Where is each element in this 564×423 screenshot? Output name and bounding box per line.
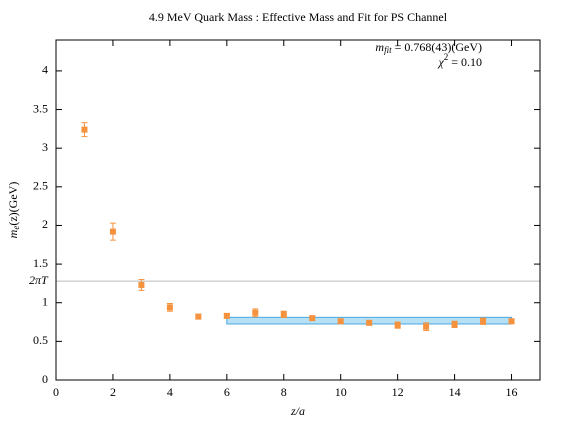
y-tick-label: 2: [42, 217, 48, 231]
data-point: [252, 309, 259, 316]
y-label-symbol: m: [6, 229, 20, 238]
data-point: [280, 311, 287, 318]
data-point: [81, 126, 88, 133]
x-tick-label: 0: [53, 385, 59, 399]
y-tick-label: 1.5: [33, 256, 48, 270]
y-tick-label: 4: [42, 63, 48, 77]
fit-subscript: fit: [384, 45, 392, 55]
data-point: [109, 228, 116, 235]
data-point: [366, 319, 373, 326]
data-point: [451, 321, 458, 328]
data-point: [223, 312, 230, 319]
y-tick-label: 1: [42, 294, 48, 308]
y-tick-label: 0: [42, 372, 48, 386]
data-point: [423, 323, 430, 330]
y-label-subscript: e: [11, 226, 21, 230]
y-label-rest: (z)(GeV): [6, 182, 20, 226]
chart-title: 4.9 MeV Quark Mass : Effective Mass and …: [149, 10, 448, 24]
chi2-text: = 0.10: [451, 55, 482, 69]
fit-symbol: m: [375, 40, 384, 54]
x-tick-label: 2: [110, 385, 116, 399]
y-tick-label: 3.5: [33, 101, 48, 115]
chi2-annotation: χ2 = 0.10: [437, 52, 482, 69]
y-tick-label: 2.5: [33, 179, 48, 193]
x-tick-label: 10: [335, 385, 347, 399]
data-point: [195, 313, 202, 320]
data-point: [394, 322, 401, 329]
chi2-symbol: χ: [437, 55, 444, 69]
fit-text: = 0.768(43)(GeV): [395, 40, 482, 54]
reference-label: 2πT: [29, 273, 49, 287]
x-tick-label: 6: [224, 385, 230, 399]
data-point: [337, 318, 344, 325]
x-tick-label: 8: [281, 385, 287, 399]
x-axis-label: z/a: [290, 404, 305, 418]
y-tick-label: 3: [42, 140, 48, 154]
data-point: [166, 304, 173, 311]
x-tick-label: 12: [392, 385, 404, 399]
data-point: [508, 318, 515, 325]
fit-annotation: mfit = 0.768(43)(GeV): [375, 40, 482, 55]
data-point: [138, 281, 145, 288]
data-point: [309, 315, 316, 322]
x-tick-label: 4: [167, 385, 173, 399]
y-tick-label: 0.5: [33, 333, 48, 347]
chi2-superscript: 2: [444, 52, 449, 62]
x-tick-label: 16: [506, 385, 518, 399]
y-axis-label: me(z)(GeV): [6, 182, 21, 239]
plot-frame: [55, 39, 541, 381]
x-tick-label: 14: [449, 385, 461, 399]
data-point: [480, 318, 487, 325]
